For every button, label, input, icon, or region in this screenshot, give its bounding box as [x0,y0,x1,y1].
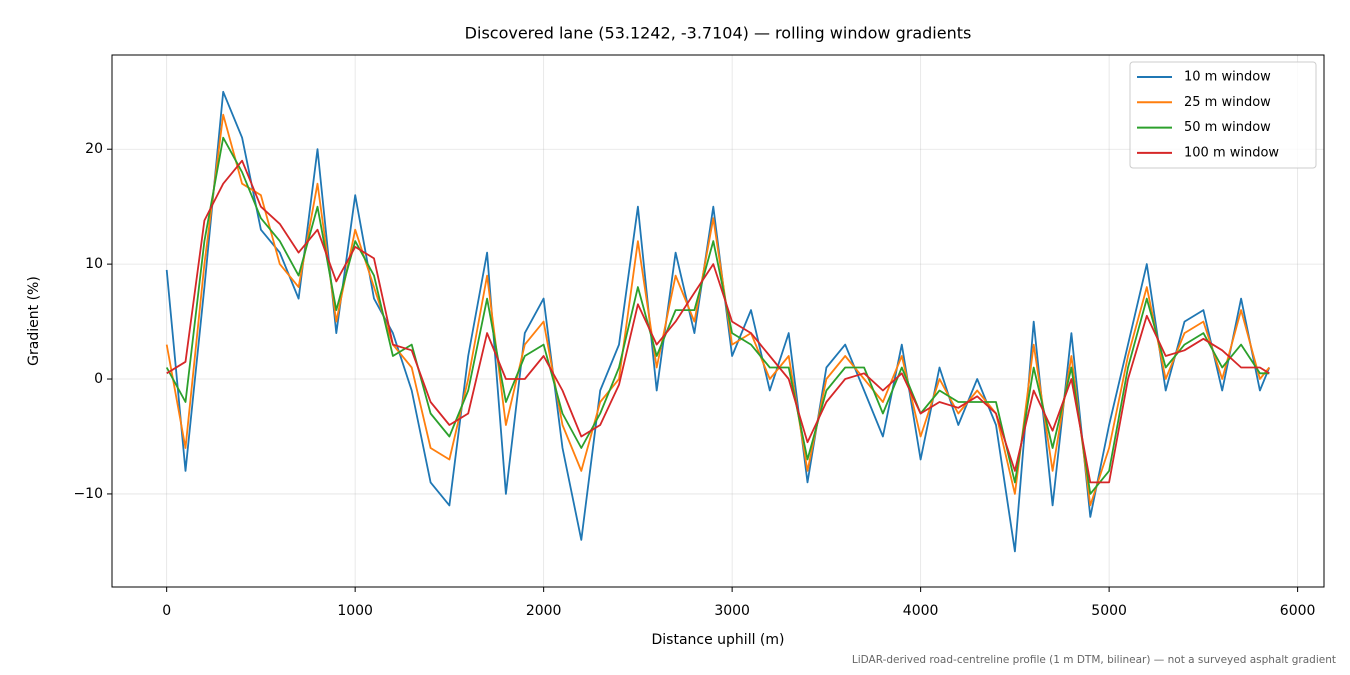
x-tick-label: 2000 [526,603,562,619]
y-tick-label: −10 [73,486,103,502]
legend: 10 m window 25 m window 50 m window 100 m w… [1129,61,1317,169]
legend-label: 100 m window [1184,145,1279,160]
x-tick-label: 3000 [714,603,750,619]
x-tick-label: 6000 [1280,603,1316,619]
line-series [165,113,1270,507]
legend-label: 25 m window [1184,95,1271,110]
x-tick-label: 5000 [1091,603,1127,619]
y-tick-label: 0 [94,371,103,387]
x-tick-label: 0 [162,603,171,619]
x-tick-label: 1000 [337,603,373,619]
plot-frame [111,54,1325,588]
y-tick-label: 10 [85,256,103,272]
y-tick-label: 20 [85,141,103,157]
line-series [165,136,1270,495]
y-axis-label: Gradient (%) [26,276,42,366]
x-tick-label: 4000 [903,603,939,619]
x-axis-label: Distance uphill (m) [652,632,785,648]
footnote: LiDAR-derived road-centreline profile (1… [852,654,1336,666]
line-series [166,159,1270,484]
chart-title: Discovered lane (53.1242, -3.7104) — rol… [465,24,972,43]
legend-box [1129,61,1317,169]
legend-label: 10 m window [1184,70,1271,85]
legend-label: 50 m window [1184,120,1271,135]
